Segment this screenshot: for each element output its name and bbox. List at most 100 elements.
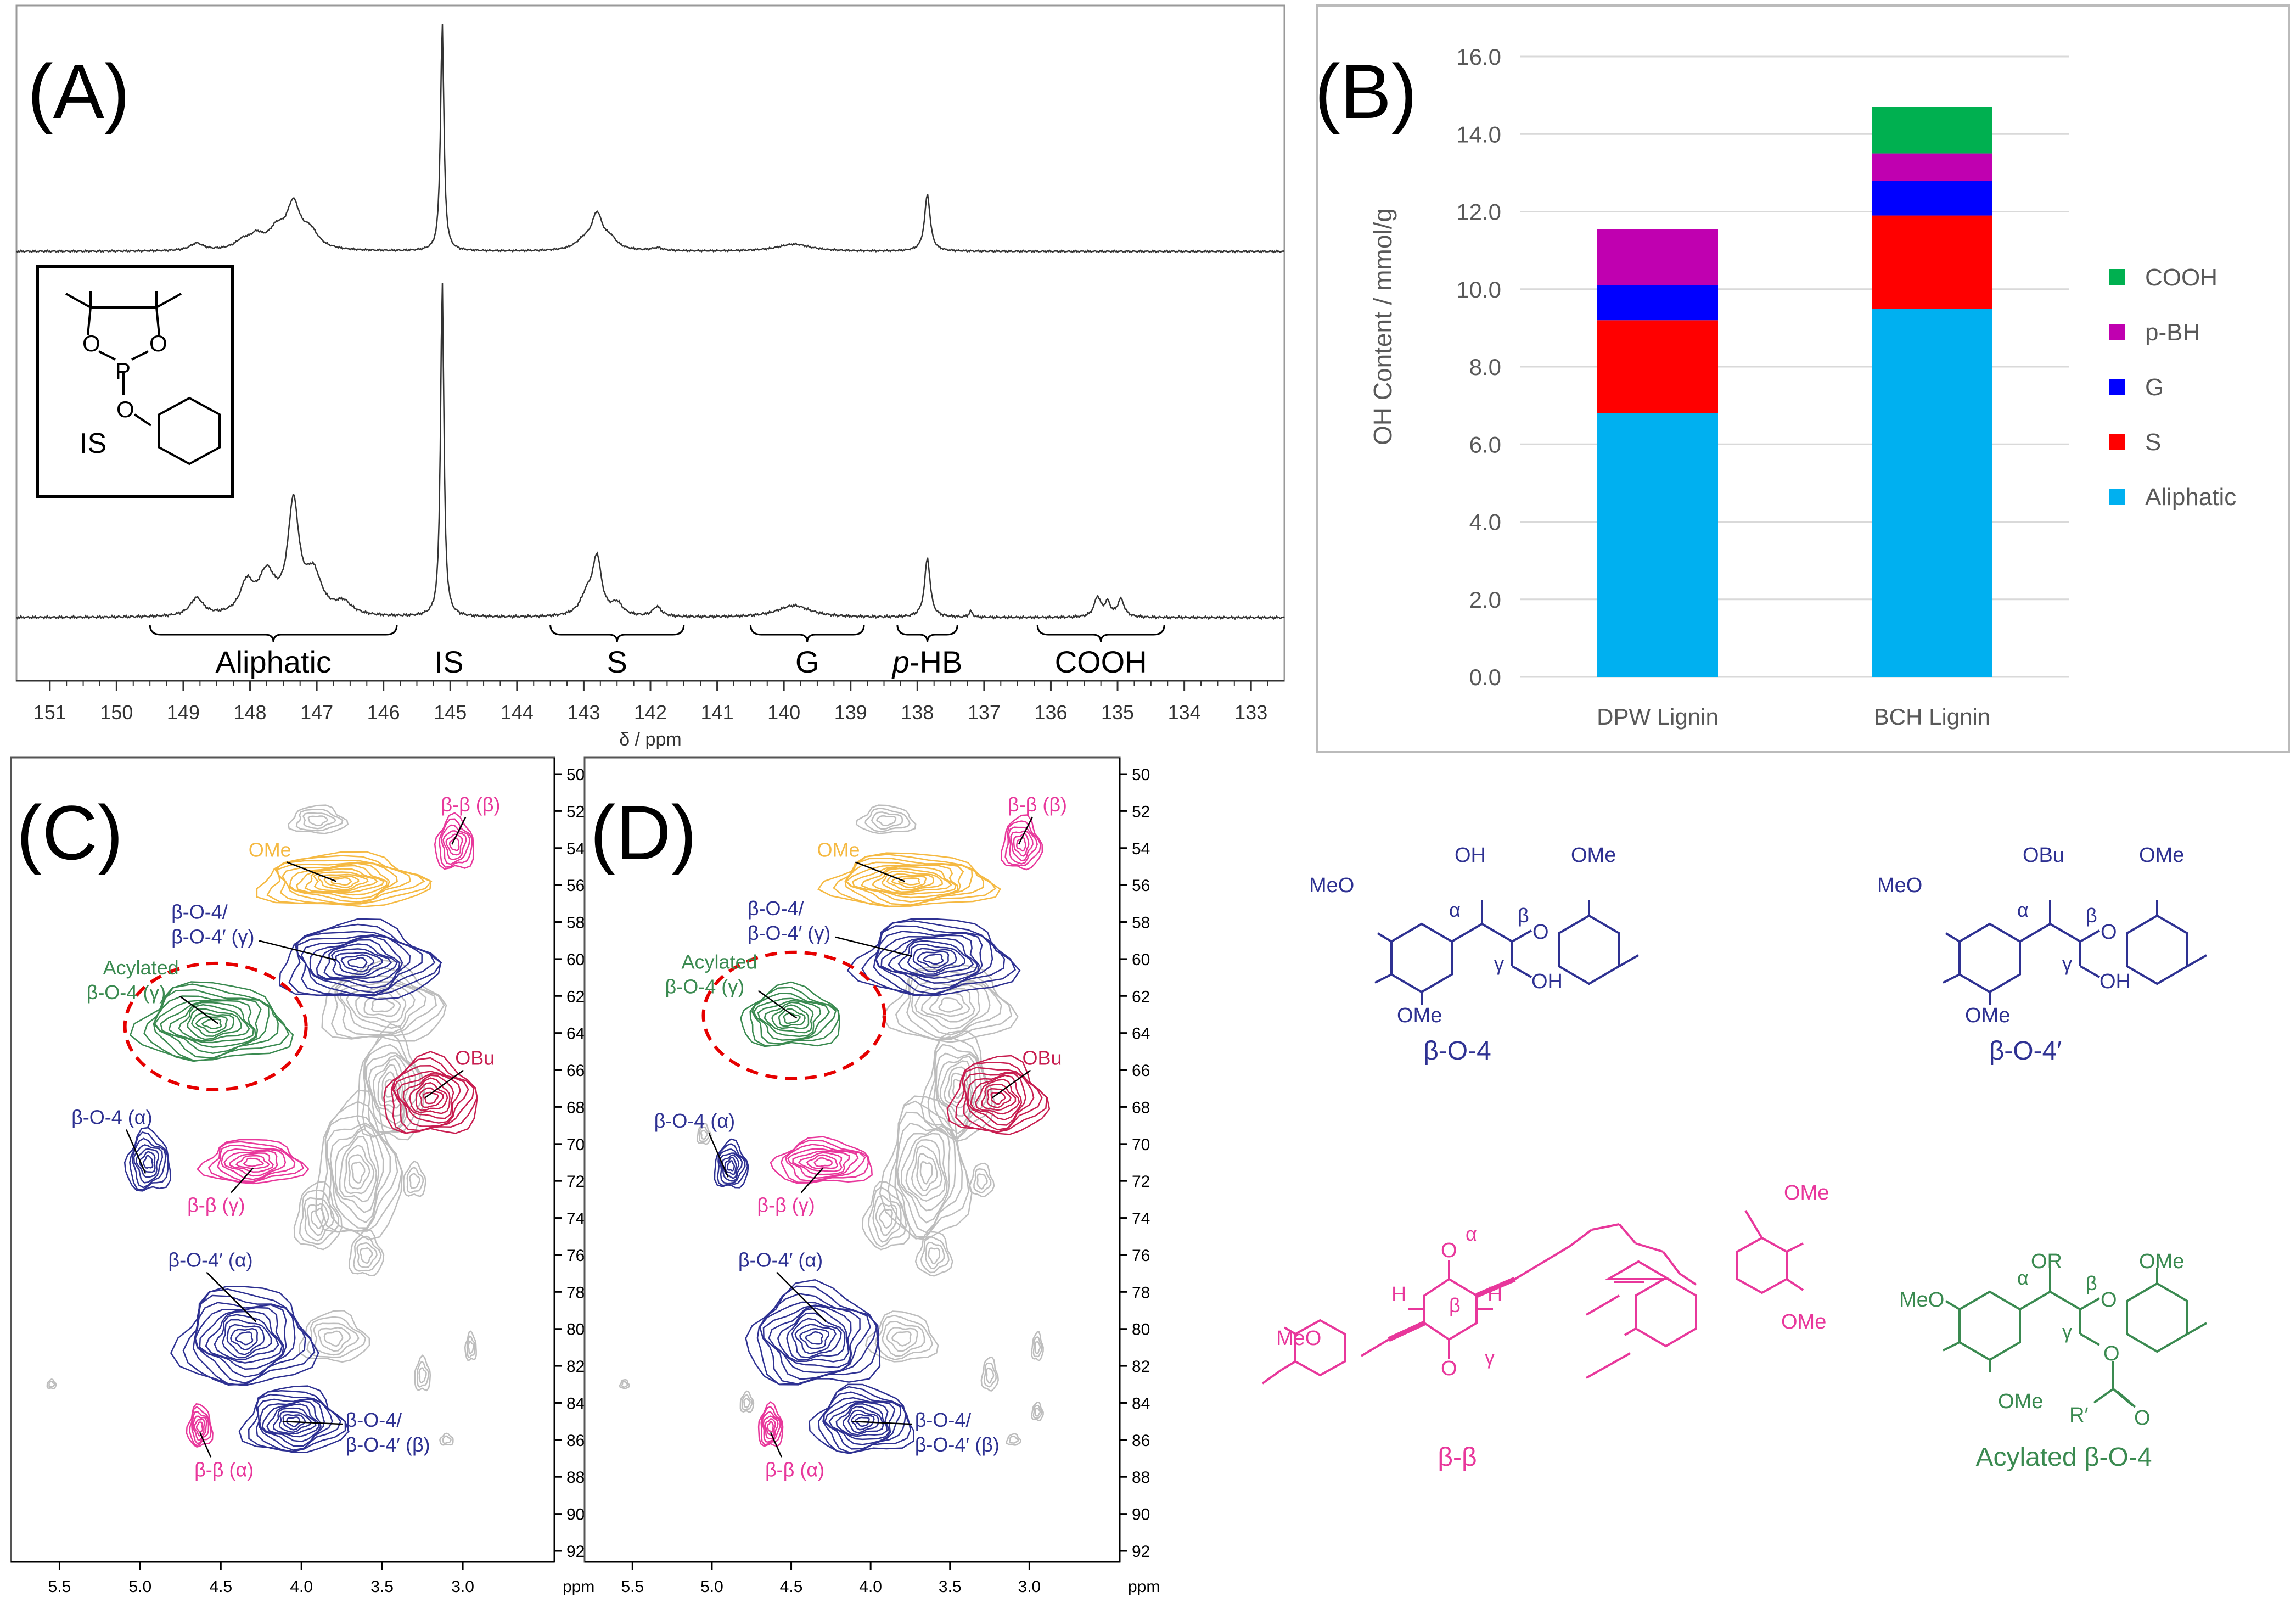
- x-tick-label: 151: [33, 701, 66, 724]
- x-tick-label: 5.5: [48, 1578, 71, 1596]
- grey-contour: [925, 1241, 945, 1270]
- y-tick-label: 58: [1132, 914, 1150, 932]
- contour-: [440, 824, 471, 865]
- contour-ome: [871, 867, 952, 894]
- y-tick-label: 78: [566, 1284, 585, 1302]
- grey-contour: [920, 1236, 950, 1274]
- x-tick-label: 149: [167, 701, 200, 724]
- x-category-label: DPW Lignin: [1597, 704, 1719, 730]
- leader-line: [800, 1167, 824, 1193]
- grey-contour: [914, 1231, 953, 1277]
- contour-ome: [313, 871, 379, 892]
- x-tick-label: 133: [1234, 701, 1267, 724]
- leader-line: [776, 1271, 827, 1322]
- contour-obu: [955, 1062, 1048, 1133]
- contour-o4o4: [323, 943, 398, 979]
- bo4p-beta: β: [2086, 904, 2097, 927]
- contour-acylatedo4: [168, 1001, 255, 1044]
- grey-contour: [698, 1126, 710, 1142]
- y-tick-label: 62: [1132, 988, 1150, 1006]
- spectra: [15, 24, 1285, 620]
- contour-: [229, 1152, 274, 1173]
- x-tick-label: 4.0: [290, 1578, 313, 1596]
- grey-contour: [442, 1435, 452, 1444]
- grey-contour: [306, 1316, 367, 1358]
- label-bo4-gamma-2: β-O-4′ (γ): [748, 922, 830, 944]
- leader-line: [851, 1420, 912, 1425]
- grey-contour: [1034, 1341, 1041, 1354]
- acylated-highlight-circle: [123, 961, 308, 1091]
- bo4-oh-alpha: OH: [1455, 844, 1486, 867]
- grey-contour: [1032, 1336, 1043, 1358]
- x-tick-label: 146: [367, 701, 400, 724]
- contour-obu: [402, 1074, 454, 1119]
- bo4-name: β-O-4: [1423, 1036, 1491, 1066]
- y-tick-label: 68: [1132, 1099, 1150, 1117]
- contour-: [192, 1415, 207, 1441]
- y-tick-label: 82: [566, 1358, 585, 1376]
- bar-segment-g: [1872, 181, 1992, 216]
- contour-o4: [133, 1144, 164, 1184]
- y-tick-label: 86: [1132, 1432, 1150, 1450]
- bo4-alpha: α: [1449, 899, 1461, 921]
- inset-o1: O: [82, 330, 100, 356]
- contour-: [1016, 836, 1026, 852]
- acylated-highlight-circle: [701, 950, 886, 1080]
- contour-: [1013, 833, 1030, 857]
- contour-obu: [970, 1074, 1023, 1120]
- contour-ome: [304, 868, 385, 893]
- contour-: [806, 1154, 838, 1169]
- grey-contour: [409, 1173, 421, 1189]
- contour-o4: [768, 1305, 852, 1369]
- contour-: [767, 1421, 774, 1433]
- grey-contour: [1031, 1402, 1044, 1421]
- contour-o4o4: [259, 1399, 325, 1447]
- grey-contour: [311, 1208, 324, 1229]
- bracket: [149, 624, 398, 643]
- contour-o4o4: [316, 939, 401, 983]
- y-tick-label: 50: [566, 766, 585, 784]
- grey-contour: [868, 1186, 907, 1248]
- bar-segment-cooh: [1872, 107, 1992, 154]
- x-tick-label: 145: [434, 701, 467, 724]
- inset-p: P: [115, 358, 131, 384]
- contour-o4o4: [266, 1403, 321, 1438]
- contour-acylatedo4: [143, 983, 290, 1062]
- grey-contour: [700, 1130, 708, 1140]
- contour-acylatedo4: [201, 1018, 222, 1029]
- contour-o4o4: [279, 918, 442, 1000]
- legend: COOH p-BH G S Aliphatic: [2109, 264, 2236, 511]
- bb-beta: β: [1449, 1294, 1461, 1316]
- contour-obu: [396, 1073, 461, 1124]
- grey-contour: [339, 1136, 377, 1203]
- y-tick-label: 90: [566, 1506, 585, 1524]
- grey-contour: [295, 809, 344, 832]
- label-ome: OMe: [817, 838, 860, 861]
- contour-acylatedo4: [195, 1016, 228, 1034]
- label-bb-gamma: β-β (γ): [757, 1194, 815, 1217]
- leader-line: [259, 940, 336, 961]
- panel-c-hsqc: 50 52 54 56 58 60 62 64 66 68 70 72 74 76 78 80 82 84 86 88…: [10, 756, 594, 1596]
- contour-: [792, 1150, 850, 1175]
- label-bo4p-alpha: β-O-4′ (α): [738, 1249, 823, 1271]
- grey-contour: [936, 1055, 976, 1127]
- contour-: [762, 1415, 779, 1439]
- contour-acylatedo4: [178, 1004, 250, 1042]
- contour-o4o4: [288, 923, 442, 997]
- grey-contour: [417, 1360, 430, 1388]
- contour-ome: [851, 865, 959, 899]
- grey-contour: [418, 1367, 427, 1383]
- grey-contour: [938, 997, 963, 1013]
- plot-frame: [10, 756, 555, 1563]
- label-bo4p-alpha: β-O-4′ (α): [168, 1249, 252, 1271]
- contour-acylatedo4: [129, 981, 294, 1061]
- contour-o4: [138, 1151, 156, 1173]
- y-tick-label: 52: [1132, 803, 1150, 821]
- panel-d-hsqc: 50 52 54 56 58 60 62 64 66 68 70 72 74 76 78 80 82 84 86 88…: [583, 756, 1160, 1596]
- contour-acylatedo4: [783, 1012, 801, 1024]
- grey-contour: [299, 1310, 370, 1363]
- legend-label: COOH: [2145, 264, 2218, 291]
- label-acylated-1: Acylated: [682, 951, 757, 973]
- contour-acylatedo4: [160, 1000, 256, 1048]
- x-tick-label: 3.0: [1018, 1578, 1041, 1596]
